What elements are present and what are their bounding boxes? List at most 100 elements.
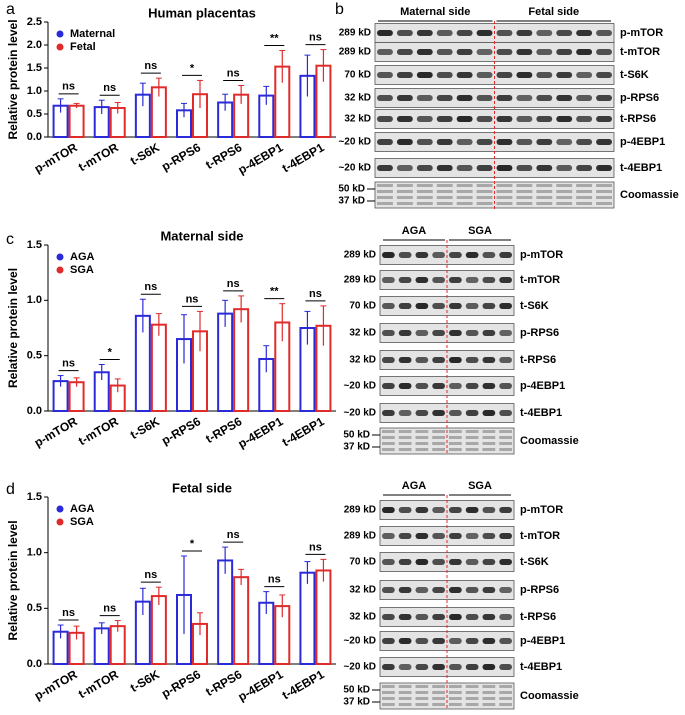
bar	[109, 625, 126, 665]
row-label: t-mTOR	[620, 46, 660, 58]
protein-band	[499, 507, 512, 513]
stain-band	[596, 190, 612, 193]
row-label: t-S6K	[620, 69, 649, 81]
protein-band	[465, 410, 479, 416]
stain-band	[382, 436, 395, 439]
protein-band	[482, 638, 496, 644]
mw-label: 32 kD	[349, 612, 376, 623]
mw-label: ~20 kD	[343, 636, 376, 647]
row-label: Coomassie	[620, 189, 679, 201]
protein-band	[415, 252, 429, 258]
protein-band	[482, 559, 496, 565]
x-tick-label: p-RPS6	[159, 140, 203, 174]
sig-label: ns	[186, 293, 199, 305]
y-tick-label: 1.5	[27, 239, 42, 251]
mw-label: ~20 kD	[343, 408, 376, 419]
stain-band	[436, 196, 453, 199]
protein-band	[496, 49, 513, 55]
stain-band	[436, 190, 453, 193]
stain-band	[465, 436, 479, 439]
stain-band	[456, 184, 473, 187]
y-tick-label: 0.0	[27, 131, 42, 143]
stain-band	[432, 697, 445, 700]
protein-band	[449, 277, 462, 283]
stain-band	[482, 448, 496, 451]
protein-band	[456, 165, 473, 171]
row-label: Coomassie	[520, 435, 579, 447]
protein-band	[556, 30, 573, 36]
x-tick-label: t-mTOR	[76, 414, 121, 448]
stain-band	[436, 184, 453, 187]
protein-band	[536, 72, 553, 78]
x-tick-label: p-RPS6	[159, 414, 203, 448]
protein-band	[576, 49, 593, 55]
mw-label: ~20 kD	[338, 163, 371, 174]
protein-band	[596, 49, 612, 55]
protein-band	[432, 252, 445, 258]
stain-band	[416, 190, 433, 193]
protein-band	[432, 664, 445, 670]
sig-label: ns	[227, 278, 240, 290]
stain-band	[482, 436, 496, 439]
stain-band	[499, 430, 512, 433]
protein-band	[465, 330, 479, 336]
protein-band	[499, 277, 512, 283]
protein-band	[416, 30, 433, 36]
x-tick-label: t-S6K	[128, 414, 162, 442]
y-axis-label: Relative protein level	[6, 268, 20, 388]
y-tick-label: 1.5	[27, 491, 42, 503]
legend-label: Fetal	[70, 41, 96, 53]
stain-band	[449, 703, 462, 706]
stain-band	[449, 685, 462, 688]
stain-band	[449, 697, 462, 700]
mw-label: ~20 kD	[343, 662, 376, 673]
sig-label: ns	[62, 357, 75, 369]
protein-band	[499, 559, 512, 565]
stain-band	[432, 691, 445, 694]
legend-label: SGA	[70, 516, 94, 528]
protein-band	[377, 139, 393, 145]
stain-band	[482, 430, 496, 433]
row-label: Coomassie	[520, 690, 579, 702]
protein-band	[382, 277, 395, 283]
protein-band	[556, 165, 573, 171]
stain-band	[396, 196, 413, 199]
legend-marker	[56, 505, 64, 513]
protein-band	[436, 49, 453, 55]
stain-band	[377, 196, 393, 199]
stain-band	[596, 202, 612, 205]
y-tick-label: 0.0	[27, 405, 42, 417]
stain-band	[432, 430, 445, 433]
protein-band	[449, 252, 462, 258]
stain-band	[556, 196, 573, 199]
y-tick-label: 0.0	[27, 658, 42, 670]
protein-band	[576, 116, 593, 122]
stain-band	[432, 703, 445, 706]
protein-band	[416, 139, 433, 145]
mw-label: 50 kD	[338, 184, 365, 195]
protein-band	[432, 614, 445, 620]
stain-band	[465, 442, 479, 445]
stain-band	[377, 202, 393, 205]
stain-band	[449, 691, 462, 694]
stain-band	[596, 184, 612, 187]
bar	[217, 559, 234, 666]
protein-band	[465, 638, 479, 644]
stain-band	[482, 691, 496, 694]
protein-band	[398, 383, 412, 389]
protein-band	[398, 277, 412, 283]
x-tick-label: p-RPS6	[159, 667, 203, 701]
y-tick-label: 1.5	[27, 62, 42, 74]
stain-band	[382, 697, 395, 700]
protein-band	[377, 116, 393, 122]
mw-label: 289 kD	[344, 275, 376, 286]
row-label: p-4EBP1	[520, 635, 565, 647]
row-label: t-S6K	[520, 300, 549, 312]
protein-band	[576, 165, 593, 171]
protein-band	[496, 95, 513, 101]
stain-band	[449, 448, 462, 451]
mw-label: 37 kD	[343, 697, 370, 708]
protein-band	[436, 139, 453, 145]
panel-letter: b	[335, 1, 344, 18]
protein-band	[465, 383, 479, 389]
